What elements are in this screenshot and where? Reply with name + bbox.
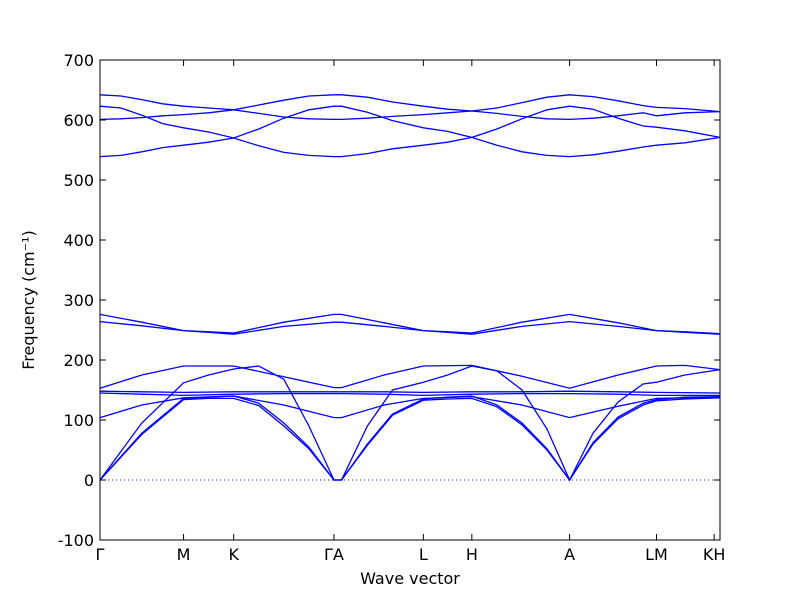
band-line-13 (99, 397, 721, 482)
y-tick-label: 600 (63, 111, 94, 130)
y-tick-label: 400 (63, 231, 94, 250)
y-tick-label: 700 (63, 51, 94, 70)
x-tick-label: KH (703, 545, 726, 564)
y-tick-label: 100 (63, 411, 94, 430)
y-tick-label: 0 (84, 471, 94, 490)
y-tick-label: 300 (63, 291, 94, 310)
plot-frame (99, 59, 721, 541)
band-line-7 (99, 364, 721, 389)
bands-layer (99, 94, 721, 482)
x-tick-label: Γ (96, 545, 105, 564)
x-tick-label: L (419, 545, 428, 564)
y-tick-label: 500 (63, 171, 94, 190)
y-tick-label: 200 (63, 351, 94, 370)
y-axis-label: Frequency (cm⁻¹) (19, 230, 38, 369)
band-line-12 (99, 395, 721, 482)
x-tick-label: LM (645, 545, 668, 564)
x-tick-label: ΓA (324, 545, 344, 564)
ticks-layer (99, 59, 720, 541)
y-tick-label: -100 (58, 531, 94, 550)
x-tick-label: H (466, 545, 478, 564)
band-line-6 (99, 320, 721, 335)
x-axis-label: Wave vector (360, 569, 460, 588)
band-line-4 (99, 136, 721, 158)
x-tick-label: M (177, 545, 191, 564)
band-line-9 (99, 390, 721, 394)
tick-labels-layer: -100 0 100 200 300 400 500 600 700 Γ M K ΓA L H A LM KH (58, 51, 726, 564)
x-tick-label: K (228, 545, 239, 564)
band-line-10 (99, 392, 720, 397)
band-line-3 (99, 109, 721, 121)
band-line-1 (99, 94, 721, 113)
x-tick-label: A (564, 545, 575, 564)
band-line-2 (99, 105, 721, 139)
band-line-8 (99, 365, 721, 482)
